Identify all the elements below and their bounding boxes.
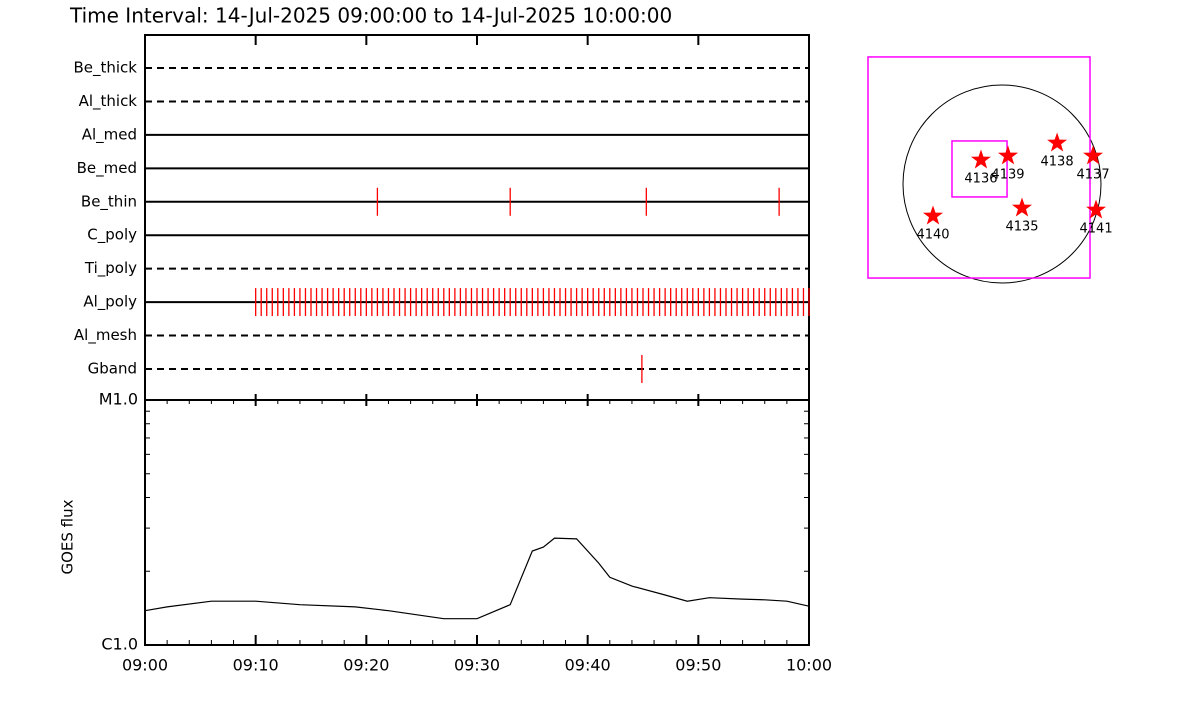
row-label: Gband xyxy=(88,359,137,377)
row-label: Be_thick xyxy=(73,59,137,78)
region-star xyxy=(1047,132,1068,152)
region-label: 4139 xyxy=(991,167,1024,182)
y-axis-label: GOES flux xyxy=(59,499,77,574)
row-label: Be_med xyxy=(77,159,137,178)
x-tick-label: 09:10 xyxy=(233,656,279,675)
region-star xyxy=(1083,145,1103,165)
region-label: 4135 xyxy=(1005,220,1038,235)
x-tick-label: 09:50 xyxy=(675,656,721,675)
fov-box xyxy=(951,140,1008,198)
fov-box xyxy=(867,56,1091,279)
row-label: Al_mesh xyxy=(74,326,137,345)
region-star xyxy=(971,149,991,169)
row-label: Ti_poly xyxy=(84,259,137,278)
region-star xyxy=(1086,199,1106,219)
x-tick-label: 09:40 xyxy=(565,656,611,675)
x-tick-label: 09:30 xyxy=(454,656,500,675)
x-tick-label: 10:00 xyxy=(786,656,832,675)
region-label: 4137 xyxy=(1077,167,1110,182)
y-tick-label: M1.0 xyxy=(99,390,138,409)
x-tick-label: 09:20 xyxy=(343,656,389,675)
region-star xyxy=(1012,197,1032,217)
row-label: Al_poly xyxy=(83,293,137,312)
row-label: Be_thin xyxy=(81,192,137,211)
row-label: C_poly xyxy=(87,226,137,245)
solar-disk xyxy=(902,84,1102,284)
region-star xyxy=(998,145,1018,165)
region-label: 4136 xyxy=(964,171,997,186)
row-label: Al_thick xyxy=(79,92,138,111)
plot-frame xyxy=(144,34,810,646)
x-tick-label: 09:00 xyxy=(122,656,168,675)
chart-title: Time Interval: 14-Jul-2025 09:00:00 to 1… xyxy=(69,4,672,28)
goes-line xyxy=(144,537,810,620)
region-label: 4141 xyxy=(1080,221,1113,236)
y-tick-label: C1.0 xyxy=(101,635,138,654)
row-label: Al_med xyxy=(82,125,137,144)
region-label: 4138 xyxy=(1041,154,1074,169)
region-star xyxy=(923,205,943,225)
region-label: 4140 xyxy=(916,227,949,242)
